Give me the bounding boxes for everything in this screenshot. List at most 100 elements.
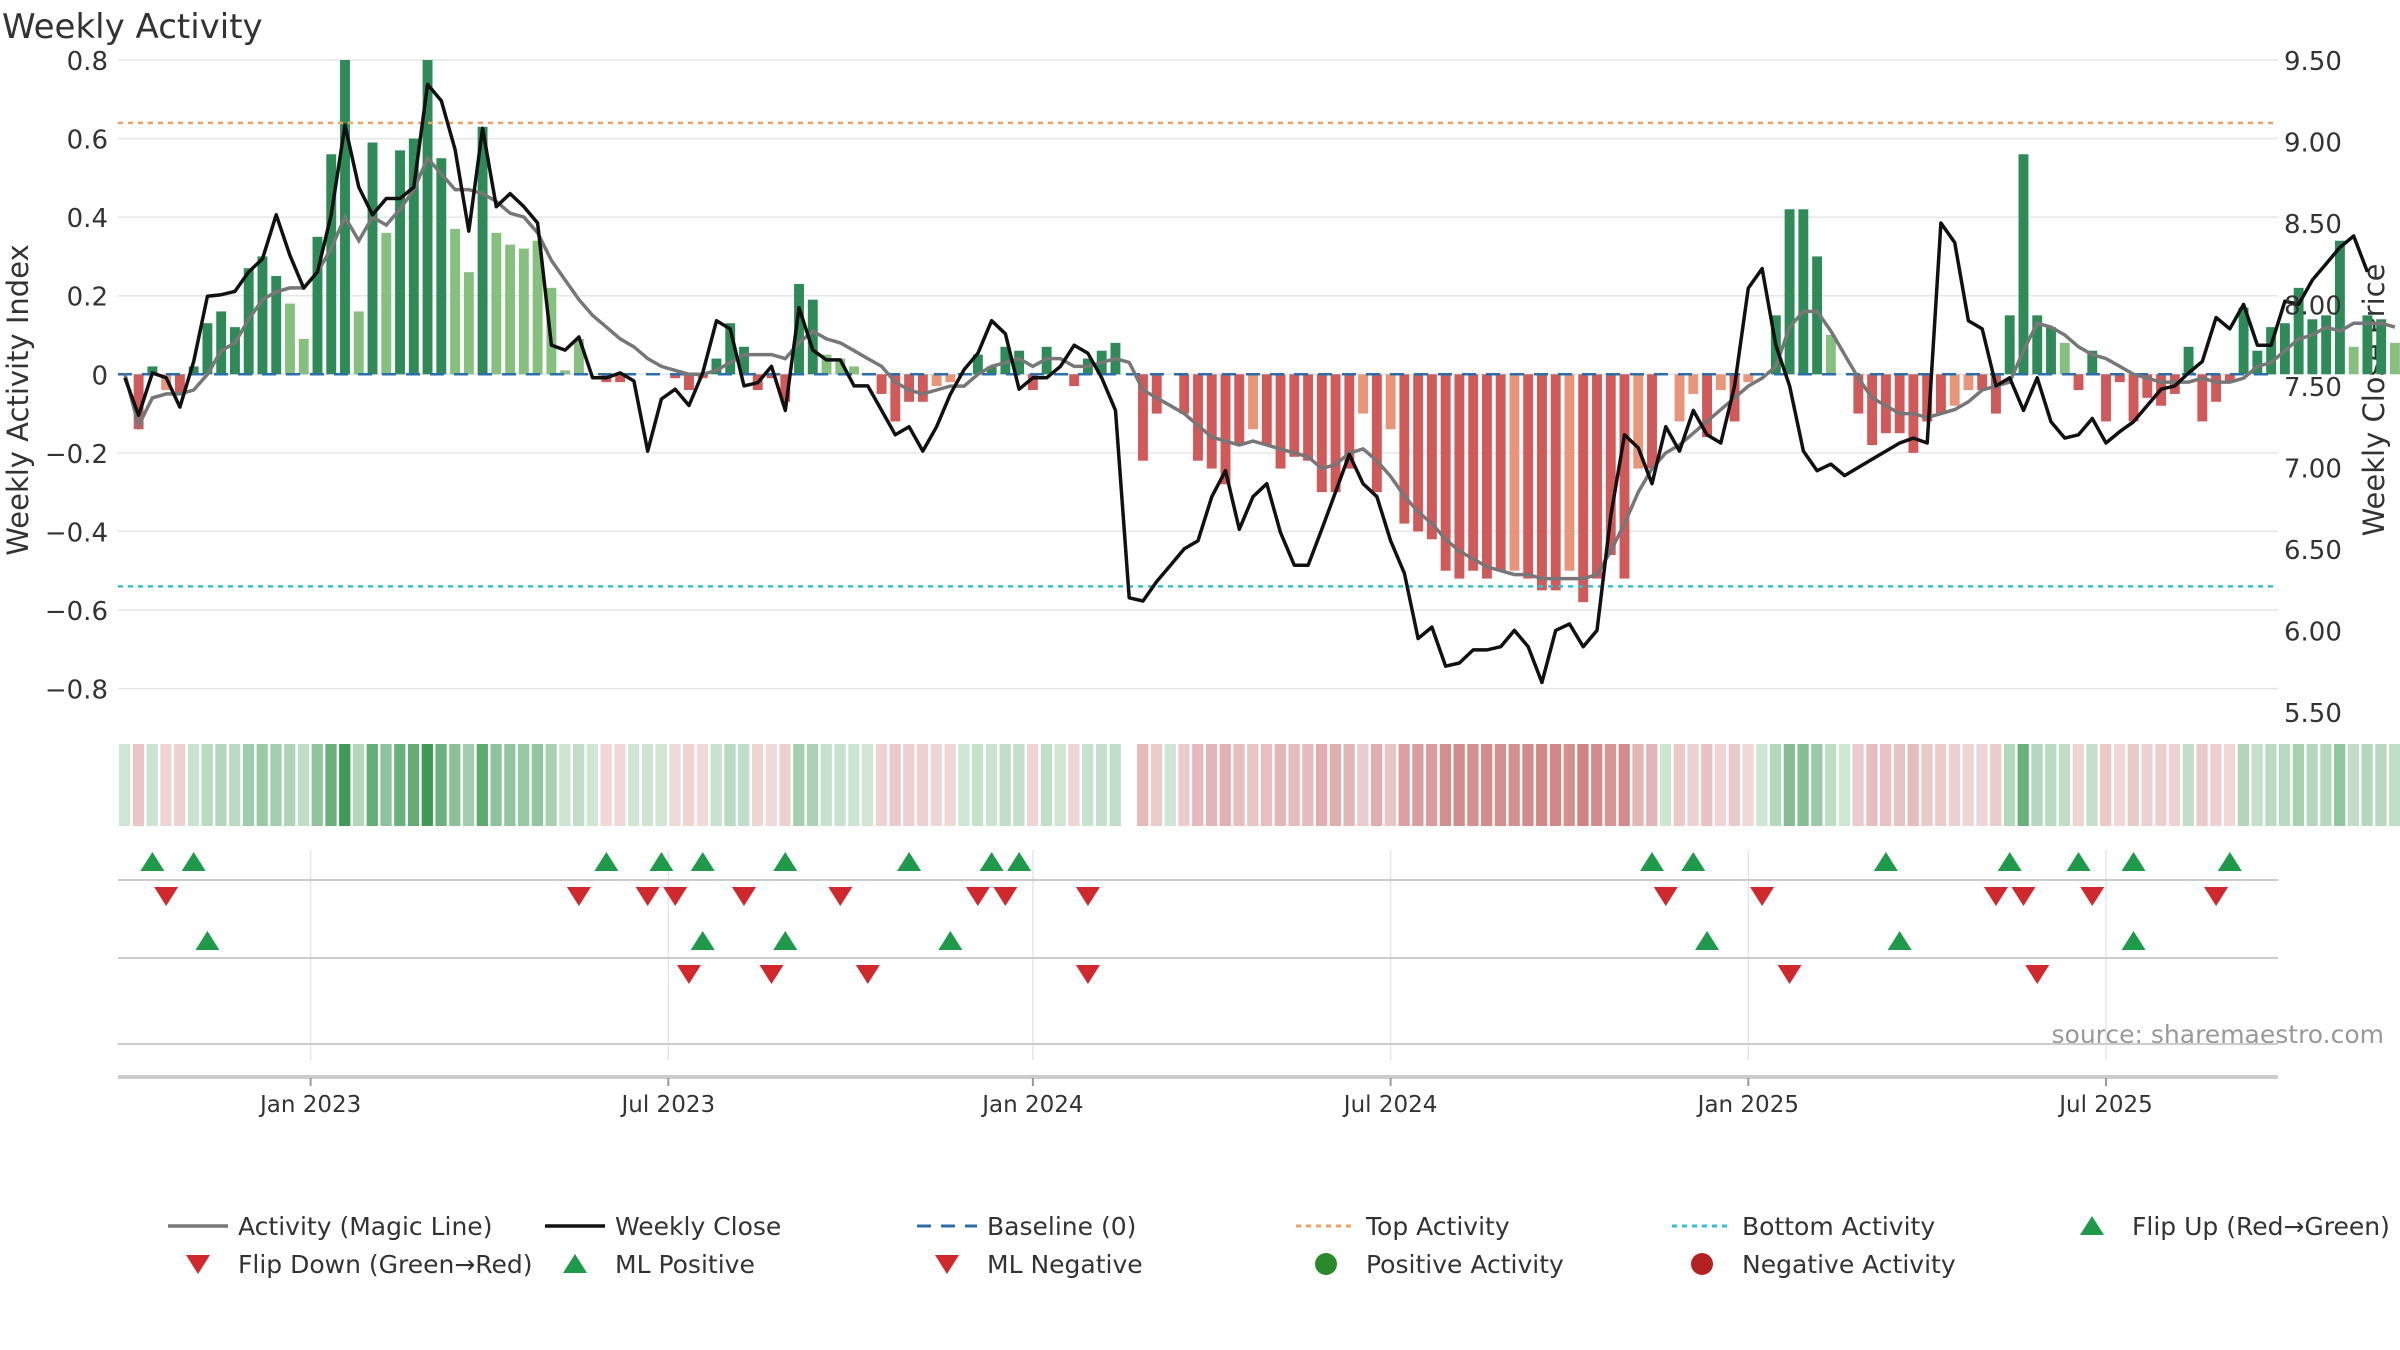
heatmap-cell xyxy=(1618,744,1630,826)
heatmap-cell xyxy=(848,744,860,826)
heatmap-cell xyxy=(2127,744,2139,826)
activity-bar xyxy=(986,366,997,375)
activity-bar xyxy=(1743,374,1754,383)
activity-bar xyxy=(326,154,337,375)
heatmap-cell xyxy=(2320,744,2332,826)
activity-bar xyxy=(1578,374,1589,603)
flip-up-marker xyxy=(2217,852,2242,871)
heatmap-cell xyxy=(834,744,846,826)
heatmap-cell xyxy=(738,744,750,826)
activity-bar xyxy=(1550,374,1561,591)
activity-bar xyxy=(1151,374,1162,414)
activity-bar xyxy=(1399,374,1410,524)
activity-bar xyxy=(972,354,983,375)
flip-up-marker xyxy=(979,852,1004,871)
heatmap-cell xyxy=(421,744,433,826)
legend-item: Weekly Close xyxy=(545,1212,781,1241)
heatmap-cell xyxy=(201,744,213,826)
activity-bar xyxy=(1564,374,1575,571)
flip-up-marker xyxy=(690,852,715,871)
heatmap-cell xyxy=(1962,744,1974,826)
heatmap-cell xyxy=(2210,744,2222,826)
heatmap-cell xyxy=(1274,744,1286,826)
activity-bar xyxy=(725,323,736,375)
flip-down-marker xyxy=(2080,887,2105,906)
activity-bar xyxy=(794,283,804,375)
activity-bar xyxy=(1027,374,1038,390)
heatmap-cell xyxy=(1577,744,1589,826)
signal-markers xyxy=(140,852,2242,984)
heatmap-cell xyxy=(1357,744,1369,826)
heatmap-cell xyxy=(559,744,571,826)
activity-bar xyxy=(2293,287,2304,375)
activity-bar xyxy=(1344,374,1355,469)
activity-bar xyxy=(1825,335,1836,375)
legend-label: Flip Up (Red→Green) xyxy=(2132,1212,2390,1241)
flip-down-marker xyxy=(2011,887,2036,906)
activity-bar xyxy=(1138,374,1148,461)
ml-negative-marker xyxy=(759,965,784,984)
activity-bar xyxy=(849,366,860,375)
ml-positive-marker xyxy=(1887,931,1912,950)
activity-bar xyxy=(1949,374,1960,406)
heatmap-cell xyxy=(765,744,777,826)
activity-bar xyxy=(2073,374,2084,390)
heatmap-cell xyxy=(1192,744,1204,826)
legend-label: ML Negative xyxy=(987,1250,1143,1279)
heatmap-cell xyxy=(1247,744,1259,826)
activity-bar xyxy=(1371,374,1382,493)
activity-bar xyxy=(835,358,846,375)
y-right-tick-label: 7.00 xyxy=(2284,454,2342,484)
activity-bar xyxy=(532,240,543,375)
flip-up-marker xyxy=(2066,852,2091,871)
ml-positive-marker xyxy=(773,931,798,950)
heatmap-cell xyxy=(2113,744,2126,826)
heatmap-cell xyxy=(160,744,172,826)
x-tick-label: Jul 2023 xyxy=(620,1092,716,1118)
activity-bar xyxy=(1702,374,1712,438)
heatmap-cell xyxy=(861,744,874,826)
heatmap-cell xyxy=(1522,744,1534,826)
heatmap-cell xyxy=(683,744,695,826)
flip-up-marker xyxy=(1997,852,2022,871)
ml-negative-marker xyxy=(2025,965,2050,984)
legend: Activity (Magic Line) Weekly Close Baselin… xyxy=(168,1212,2390,1279)
heatmap-cell xyxy=(600,744,612,826)
activity-bar xyxy=(684,374,694,390)
heatmap-cell xyxy=(1412,744,1424,826)
activity-bar xyxy=(670,374,681,379)
activity-bar xyxy=(2224,374,2235,383)
legend-item: Bottom Activity xyxy=(1672,1212,1935,1241)
heatmap-cell xyxy=(531,744,543,826)
heatmap-cell xyxy=(1302,744,1314,826)
flip-down-marker xyxy=(2204,887,2229,906)
activity-bar xyxy=(2321,315,2332,375)
heatmap-cell xyxy=(806,744,819,826)
heatmap-cell xyxy=(2168,744,2181,826)
activity-heatmap-strip xyxy=(119,744,2400,826)
activity-bar xyxy=(505,244,516,375)
flip-up-marker xyxy=(1640,852,1665,871)
x-tick-label: Jan 2025 xyxy=(1696,1092,1799,1118)
flip-up-marker xyxy=(649,852,674,871)
activity-bar xyxy=(2307,319,2318,375)
heatmap-cell xyxy=(1549,744,1562,826)
activity-bar xyxy=(2101,374,2111,422)
heatmap-cell xyxy=(476,744,488,826)
y-left-tick-label: −0.2 xyxy=(45,440,108,470)
heatmap-cell xyxy=(1219,744,1231,826)
activity-bar xyxy=(2266,327,2277,375)
heatmap-cell xyxy=(339,744,351,826)
legend-swatch xyxy=(1315,1253,1337,1275)
heatmap-cell xyxy=(1563,744,1575,826)
heatmap-cell xyxy=(1769,744,1782,826)
activity-bar xyxy=(1867,374,1878,445)
heatmap-cell xyxy=(1508,744,1520,826)
heatmap-cell xyxy=(1027,744,1039,826)
activity-bar xyxy=(1935,374,1946,414)
activity-bar xyxy=(229,327,240,375)
heatmap-cell xyxy=(394,744,406,826)
activity-bar xyxy=(1069,374,1080,387)
heatmap-cell xyxy=(2058,744,2071,826)
